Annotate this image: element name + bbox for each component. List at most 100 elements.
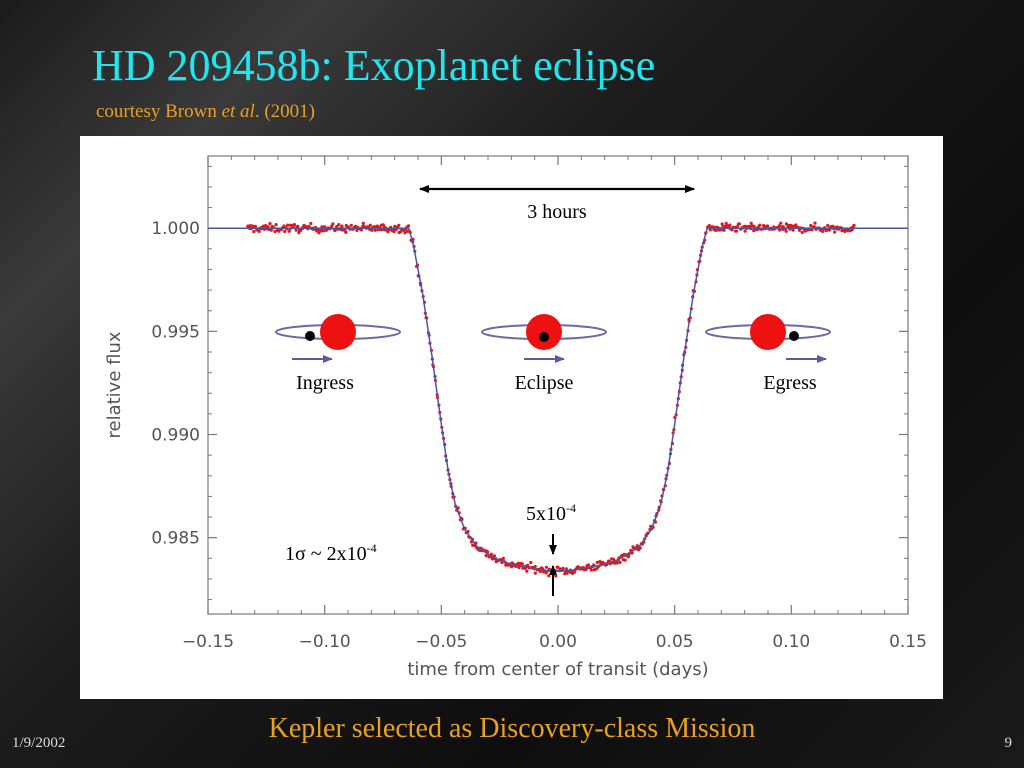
data-point: [719, 228, 724, 232]
noise-label: 1σ ~ 2x10-4: [285, 541, 377, 565]
data-point: [252, 230, 256, 234]
data-point: [800, 230, 804, 235]
data-point: [561, 566, 565, 570]
data-point: [784, 229, 788, 233]
x-tick-label: −0.10: [299, 632, 351, 652]
subtitle-suffix: . (2001): [254, 101, 315, 122]
data-point: [533, 564, 537, 569]
data-point: [589, 568, 593, 572]
depth-label-base: 5x10: [526, 503, 566, 525]
x-tick-label: −0.05: [415, 632, 467, 652]
data-point: [743, 224, 747, 228]
data-point: [292, 223, 297, 227]
data-point: [403, 231, 407, 235]
x-tick-label: 0.15: [889, 632, 927, 652]
data-point: [274, 223, 278, 227]
data-point: [722, 228, 726, 232]
data-point: [779, 221, 783, 225]
light-curve-chart: −0.15 −0.10 −0.05 0.00 0.05 0.10 0.15 1.000 0.99…: [104, 155, 927, 680]
data-point: [294, 228, 298, 232]
data-point: [344, 230, 348, 234]
data-point: [734, 229, 739, 233]
slide-subtitle: courtesy Brown et al. (2001): [96, 101, 315, 123]
data-point: [623, 558, 627, 562]
footer-headline: Kepler selected as Discovery-class Missi…: [268, 713, 756, 744]
data-point: [379, 228, 383, 232]
data-point: [728, 223, 732, 227]
planet-dot: [305, 331, 315, 341]
data-point: [826, 223, 830, 228]
data-point: [501, 556, 505, 560]
data-point: [370, 228, 374, 232]
star-disk: [750, 314, 786, 350]
data-point: [564, 567, 568, 571]
data-point: [407, 224, 411, 228]
data-point: [813, 221, 817, 225]
x-tick-label: −0.15: [182, 632, 234, 652]
egress-label: Egress: [763, 372, 817, 394]
data-point: [529, 560, 533, 565]
ingress-label: Ingress: [296, 372, 354, 394]
noise-label-base: 1σ ~ 2x10: [285, 543, 367, 565]
data-point: [708, 228, 712, 232]
slide-title: HD 209458b: Exoplanet eclipse: [92, 41, 656, 90]
data-point: [821, 229, 825, 233]
chart-panel: −0.15 −0.10 −0.05 0.00 0.05 0.10 0.15 1.000 0.99…: [80, 136, 943, 699]
data-point: [758, 223, 762, 227]
data-point: [638, 546, 642, 550]
subtitle-prefix: courtesy Brown: [96, 101, 222, 122]
data-point: [791, 228, 795, 232]
depth-label: 5x10-4: [526, 501, 576, 525]
planet-dot: [539, 332, 549, 342]
data-point: [349, 223, 353, 227]
data-point: [833, 230, 837, 234]
data-point: [720, 222, 724, 226]
eclipse-diagram: Eclipse: [481, 314, 607, 394]
data-point: [386, 230, 390, 234]
planet-dot: [789, 331, 799, 341]
data-point: [257, 229, 261, 233]
data-point: [743, 229, 747, 233]
data-point: [398, 230, 403, 234]
data-point: [827, 228, 831, 232]
axis-ticks: −0.15 −0.10 −0.05 0.00 0.05 0.10 0.15 1.000 0.99…: [151, 156, 927, 652]
data-point: [337, 223, 341, 227]
slide-number: 9: [1004, 735, 1013, 751]
star-disk: [320, 314, 356, 350]
data-point: [307, 224, 311, 229]
depth-label-exp: -4: [566, 501, 576, 515]
data-point: [556, 565, 560, 569]
data-point: [268, 222, 272, 226]
y-tick-label: 0.995: [151, 322, 200, 342]
data-point: [296, 224, 300, 228]
data-point: [373, 228, 377, 232]
y-tick-label: 0.985: [151, 529, 200, 549]
x-axis-label: time from center of transit (days): [407, 659, 708, 680]
x-tick-label: 0.00: [539, 632, 577, 652]
data-point: [520, 562, 524, 566]
data-point: [322, 229, 326, 233]
data-point: [538, 569, 542, 573]
eclipse-label: Eclipse: [515, 372, 574, 394]
subtitle-italic: et al: [221, 101, 255, 122]
data-point: [393, 224, 397, 228]
data-point: [484, 554, 488, 558]
data-point: [777, 224, 781, 228]
data-point: [554, 574, 558, 578]
data-point: [737, 222, 741, 226]
data-point: [287, 229, 291, 233]
data-point: [331, 222, 335, 226]
data-point: [547, 574, 551, 578]
data-point: [253, 224, 257, 228]
footer-date: 1/9/2002: [12, 735, 66, 751]
x-tick-label: 0.10: [772, 632, 810, 652]
x-tick-label: 0.05: [656, 632, 694, 652]
data-point: [368, 223, 372, 227]
data-point: [809, 223, 813, 228]
data-point: [778, 228, 782, 232]
data-point: [714, 228, 718, 232]
data-point: [615, 561, 619, 565]
y-tick-label: 1.000: [151, 219, 200, 239]
data-point: [335, 225, 339, 229]
data-point: [618, 560, 622, 564]
